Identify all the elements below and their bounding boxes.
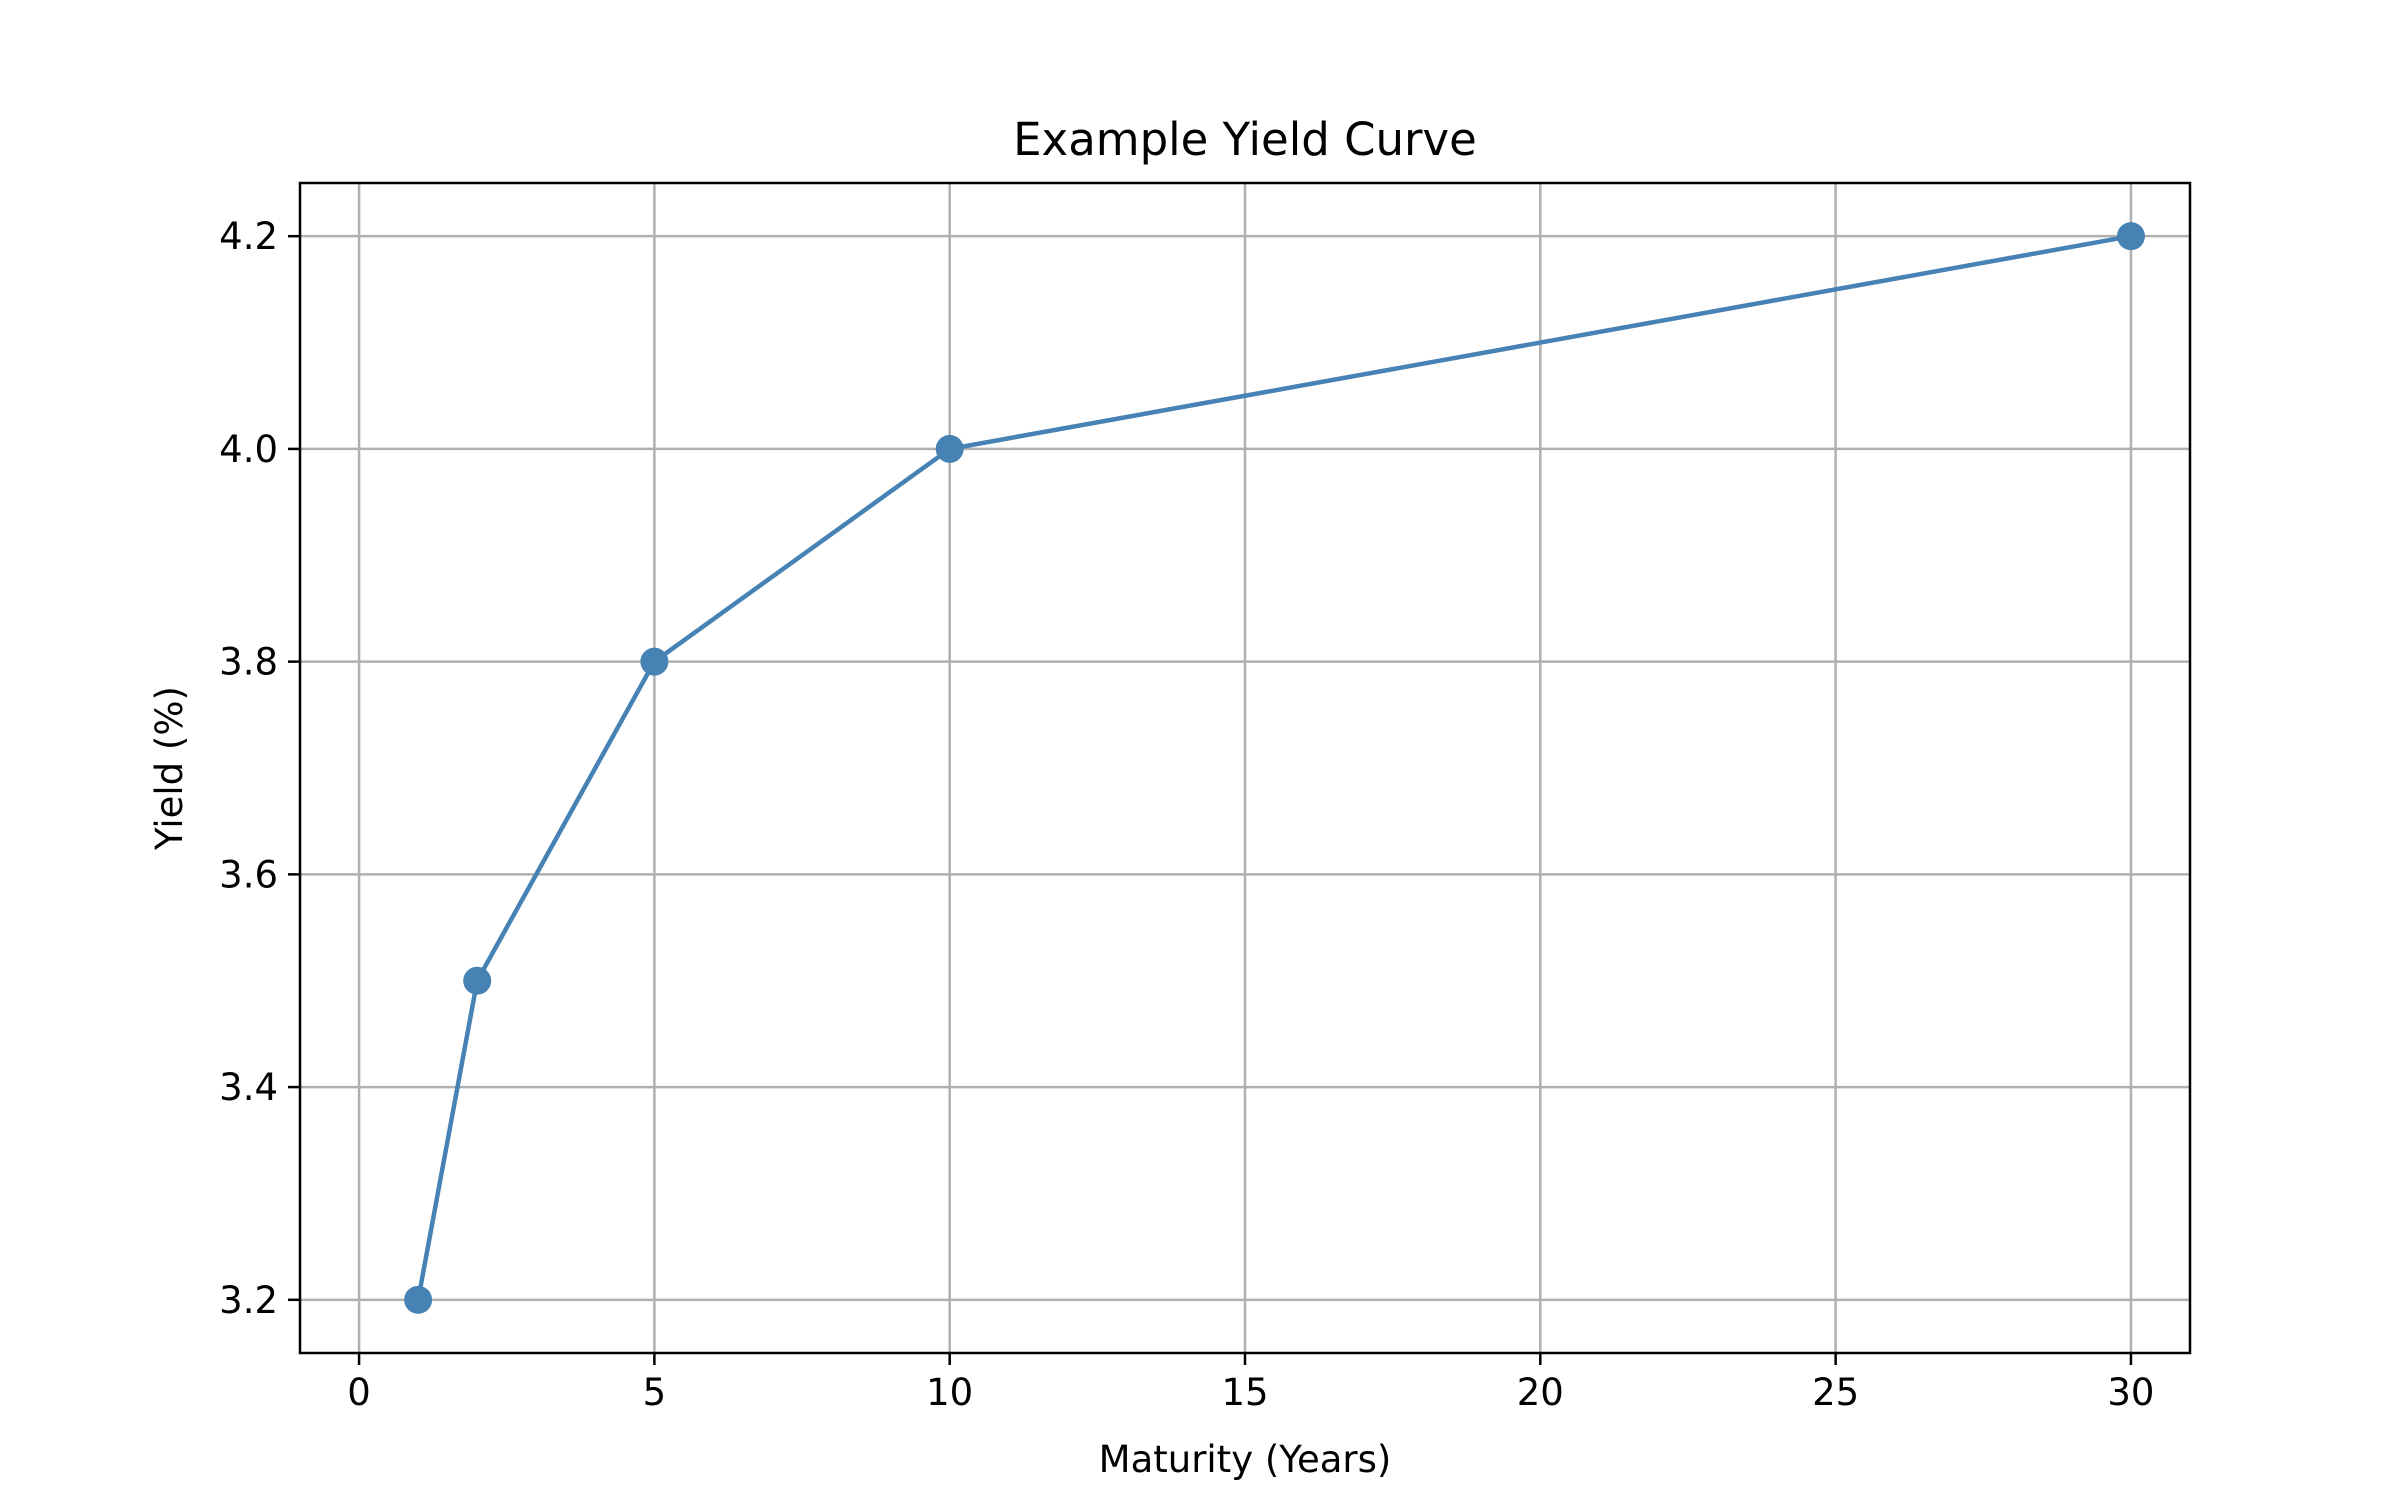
data-point — [404, 1285, 433, 1314]
x-tick-label: 10 — [926, 1371, 973, 1414]
grid — [300, 183, 2190, 1353]
x-axis-label: Maturity (Years) — [1099, 1438, 1392, 1481]
data-point — [2116, 222, 2145, 251]
y-axis-label: Yield (%) — [148, 686, 191, 851]
y-tick-label: 3.2 — [219, 1279, 278, 1322]
chart-title: Example Yield Curve — [1013, 113, 1477, 166]
x-tick-label: 20 — [1517, 1371, 1564, 1414]
x-tick-label: 15 — [1221, 1371, 1268, 1414]
data-point — [935, 434, 964, 463]
x-tick-label: 5 — [643, 1371, 667, 1414]
y-tick-label: 3.4 — [219, 1066, 278, 1109]
ticks: 0 5 10 15 20 25 30 3.2 3.4 3.6 3.8 4.0 4.2 — [219, 215, 2154, 1414]
series-layer — [404, 222, 2145, 1314]
y-tick-label: 3.8 — [219, 641, 278, 684]
y-tick-label: 4.0 — [219, 428, 278, 471]
data-point — [463, 966, 492, 995]
x-tick-label: 25 — [1812, 1371, 1859, 1414]
y-tick-label: 4.2 — [219, 215, 278, 258]
x-tick-label: 30 — [2107, 1371, 2154, 1414]
data-point — [640, 647, 669, 676]
y-tick-label: 3.6 — [219, 853, 278, 896]
x-tick-label: 0 — [347, 1371, 371, 1414]
